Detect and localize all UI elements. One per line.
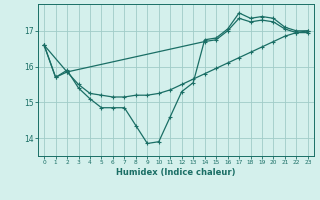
- X-axis label: Humidex (Indice chaleur): Humidex (Indice chaleur): [116, 168, 236, 177]
